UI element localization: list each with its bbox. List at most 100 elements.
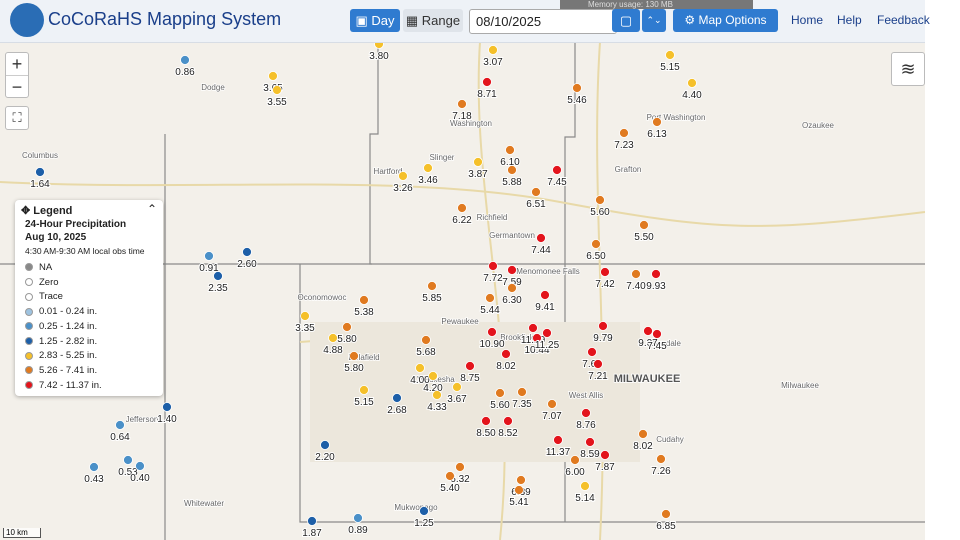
legend-item: Zero — [25, 277, 59, 288]
memory-usage: Memory usage: 130 MB — [560, 0, 753, 9]
station-marker — [507, 165, 517, 175]
station-marker — [457, 99, 467, 109]
date-stepper[interactable]: ⌃⌄ — [642, 9, 666, 32]
scale-bar: 10 km — [3, 528, 41, 538]
legend-label: Zero — [39, 276, 59, 288]
place-label: Whitewater — [184, 499, 224, 508]
station-value: 7.07 — [542, 411, 562, 422]
station-value: 4.00 — [410, 375, 430, 386]
day-button[interactable]: ▣ Day — [350, 9, 400, 32]
nav-link[interactable]: Help — [837, 13, 862, 27]
legend-note: 4:30 AM-9:30 AM local obs time — [25, 246, 145, 256]
county-line — [369, 42, 379, 265]
date-input[interactable]: 08/10/2025 — [469, 9, 617, 34]
station-marker — [89, 462, 99, 472]
station-marker — [268, 71, 278, 81]
station-value: 5.60 — [590, 207, 610, 218]
station-value: 11.37 — [546, 447, 571, 458]
place-label: Hartford — [374, 167, 403, 176]
legend-swatch — [25, 263, 33, 272]
place-label: Delafield — [348, 353, 379, 362]
station-marker — [507, 283, 517, 293]
station-marker — [300, 311, 310, 321]
map-options-label: Map Options — [698, 13, 767, 27]
station-marker — [585, 437, 595, 447]
zoom-in[interactable]: + — [11, 54, 23, 74]
station-value: 3.80 — [369, 51, 389, 62]
station-marker — [213, 271, 223, 281]
station-value: 9.93 — [646, 281, 666, 292]
station-marker — [242, 247, 252, 257]
legend-swatch — [25, 322, 33, 331]
station-value: 3.87 — [468, 169, 488, 180]
station-marker — [651, 269, 661, 279]
place-label: Oconomowoc — [298, 293, 347, 302]
station-marker — [35, 167, 45, 177]
station-marker — [517, 387, 527, 397]
station-marker — [455, 462, 465, 472]
zoom-out[interactable]: − — [6, 75, 28, 98]
place-label: Pewaukee — [441, 317, 479, 326]
station-value: 8.76 — [576, 420, 596, 431]
nav-link[interactable]: Feedback — [877, 13, 930, 27]
station-value: 4.88 — [323, 345, 343, 356]
station-value: 8.59 — [580, 449, 600, 460]
station-value: 0.53 — [118, 467, 138, 478]
station-marker — [598, 321, 608, 331]
station-marker — [652, 329, 662, 339]
station-marker — [505, 145, 515, 155]
station-marker — [593, 359, 603, 369]
station-value: 7.42 — [595, 279, 615, 290]
station-value: 3.26 — [393, 183, 413, 194]
station-value: 6.13 — [647, 129, 667, 140]
place-label: Port Washington — [647, 113, 706, 122]
station-value: 1.87 — [302, 528, 322, 539]
legend-label: 1.25 - 2.82 in. — [39, 335, 98, 347]
station-value: 7.44 — [531, 245, 551, 256]
station-marker — [204, 251, 214, 261]
place-label: Milwaukee — [781, 381, 819, 390]
station-value: 6.50 — [586, 251, 606, 262]
station-value: 5.44 — [480, 305, 500, 316]
map-options-button[interactable]: ⚙ Map Options — [673, 9, 778, 32]
station-value: 7.72 — [483, 273, 503, 284]
station-marker — [487, 327, 497, 337]
station-value: 3.55 — [267, 97, 287, 108]
station-value: 3.07 — [483, 57, 503, 68]
station-value: 3.35 — [295, 323, 315, 334]
calendar-button[interactable]: ▢ — [612, 9, 640, 32]
nav-link[interactable]: Home — [791, 13, 824, 27]
station-value: 7.45 — [647, 341, 667, 352]
layers-button[interactable]: ≋ — [891, 52, 925, 86]
station-marker — [581, 408, 591, 418]
range-button[interactable]: ▦ Range — [403, 9, 463, 32]
map[interactable]: Dodge Washington Columbus Hartford Slinger Ri… — [0, 42, 925, 540]
station-marker — [428, 371, 438, 381]
legend-swatch — [25, 351, 33, 360]
station-marker — [540, 290, 550, 300]
place-label: Slinger — [430, 153, 455, 162]
station-value: 10.90 — [479, 339, 504, 350]
place-label: Washington — [450, 119, 492, 128]
station-marker — [536, 233, 546, 243]
station-value: 5.40 — [440, 483, 460, 494]
station-value: 2.35 — [208, 283, 228, 294]
zoom-control: + − — [5, 52, 29, 98]
station-marker — [514, 485, 524, 495]
station-value: 9.79 — [593, 333, 613, 344]
station-marker — [495, 388, 505, 398]
station-marker — [349, 351, 359, 361]
station-marker — [507, 265, 517, 275]
place-label: Ozaukee — [802, 121, 835, 130]
station-value: 5.50 — [634, 232, 654, 243]
fullscreen[interactable]: ⛶ — [5, 106, 29, 130]
place-label: Menomonee Falls — [516, 267, 580, 276]
legend-label: 0.01 - 0.24 in. — [39, 306, 98, 318]
station-value: 0.86 — [175, 67, 195, 78]
legend-title: ✥ Legend — [21, 205, 73, 217]
place-label: Grafton — [615, 165, 642, 174]
legend-collapse[interactable]: ⌃ — [146, 202, 157, 216]
legend-label: 2.83 - 5.25 in. — [39, 350, 98, 362]
place-label: Dodge — [201, 83, 225, 92]
